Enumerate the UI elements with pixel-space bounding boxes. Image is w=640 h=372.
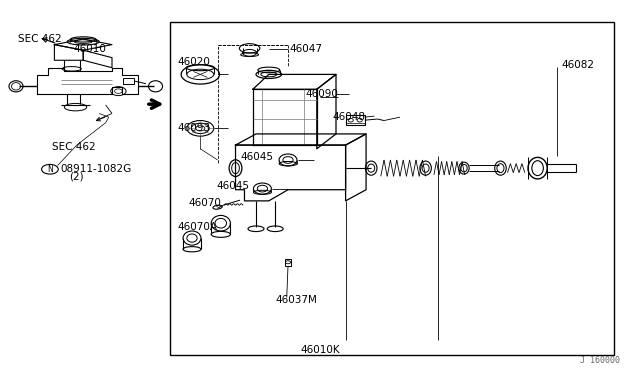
Text: 46045: 46045 xyxy=(240,153,273,162)
Bar xyxy=(123,78,134,84)
Text: (2): (2) xyxy=(69,172,84,182)
Text: 46070A: 46070A xyxy=(178,222,218,232)
Text: 46037M: 46037M xyxy=(275,295,317,305)
Text: 46093: 46093 xyxy=(178,124,211,133)
Text: SEC 462: SEC 462 xyxy=(18,34,61,44)
Text: N: N xyxy=(47,165,52,174)
Text: 46010K: 46010K xyxy=(301,345,340,355)
Text: 46020: 46020 xyxy=(178,57,211,67)
Text: 46045: 46045 xyxy=(216,181,250,191)
Text: 46090: 46090 xyxy=(306,89,339,99)
Bar xyxy=(285,259,291,266)
Text: SEC 462: SEC 462 xyxy=(52,142,96,152)
Bar xyxy=(346,115,365,125)
Text: 46010: 46010 xyxy=(74,44,106,54)
Bar xyxy=(170,22,614,355)
Text: 46070: 46070 xyxy=(189,198,221,208)
Text: 46047: 46047 xyxy=(290,44,323,54)
Text: 46048: 46048 xyxy=(333,112,366,122)
Text: 08911-1082G: 08911-1082G xyxy=(60,164,131,174)
Text: J 160000: J 160000 xyxy=(580,356,620,365)
Text: 46082: 46082 xyxy=(562,60,595,70)
